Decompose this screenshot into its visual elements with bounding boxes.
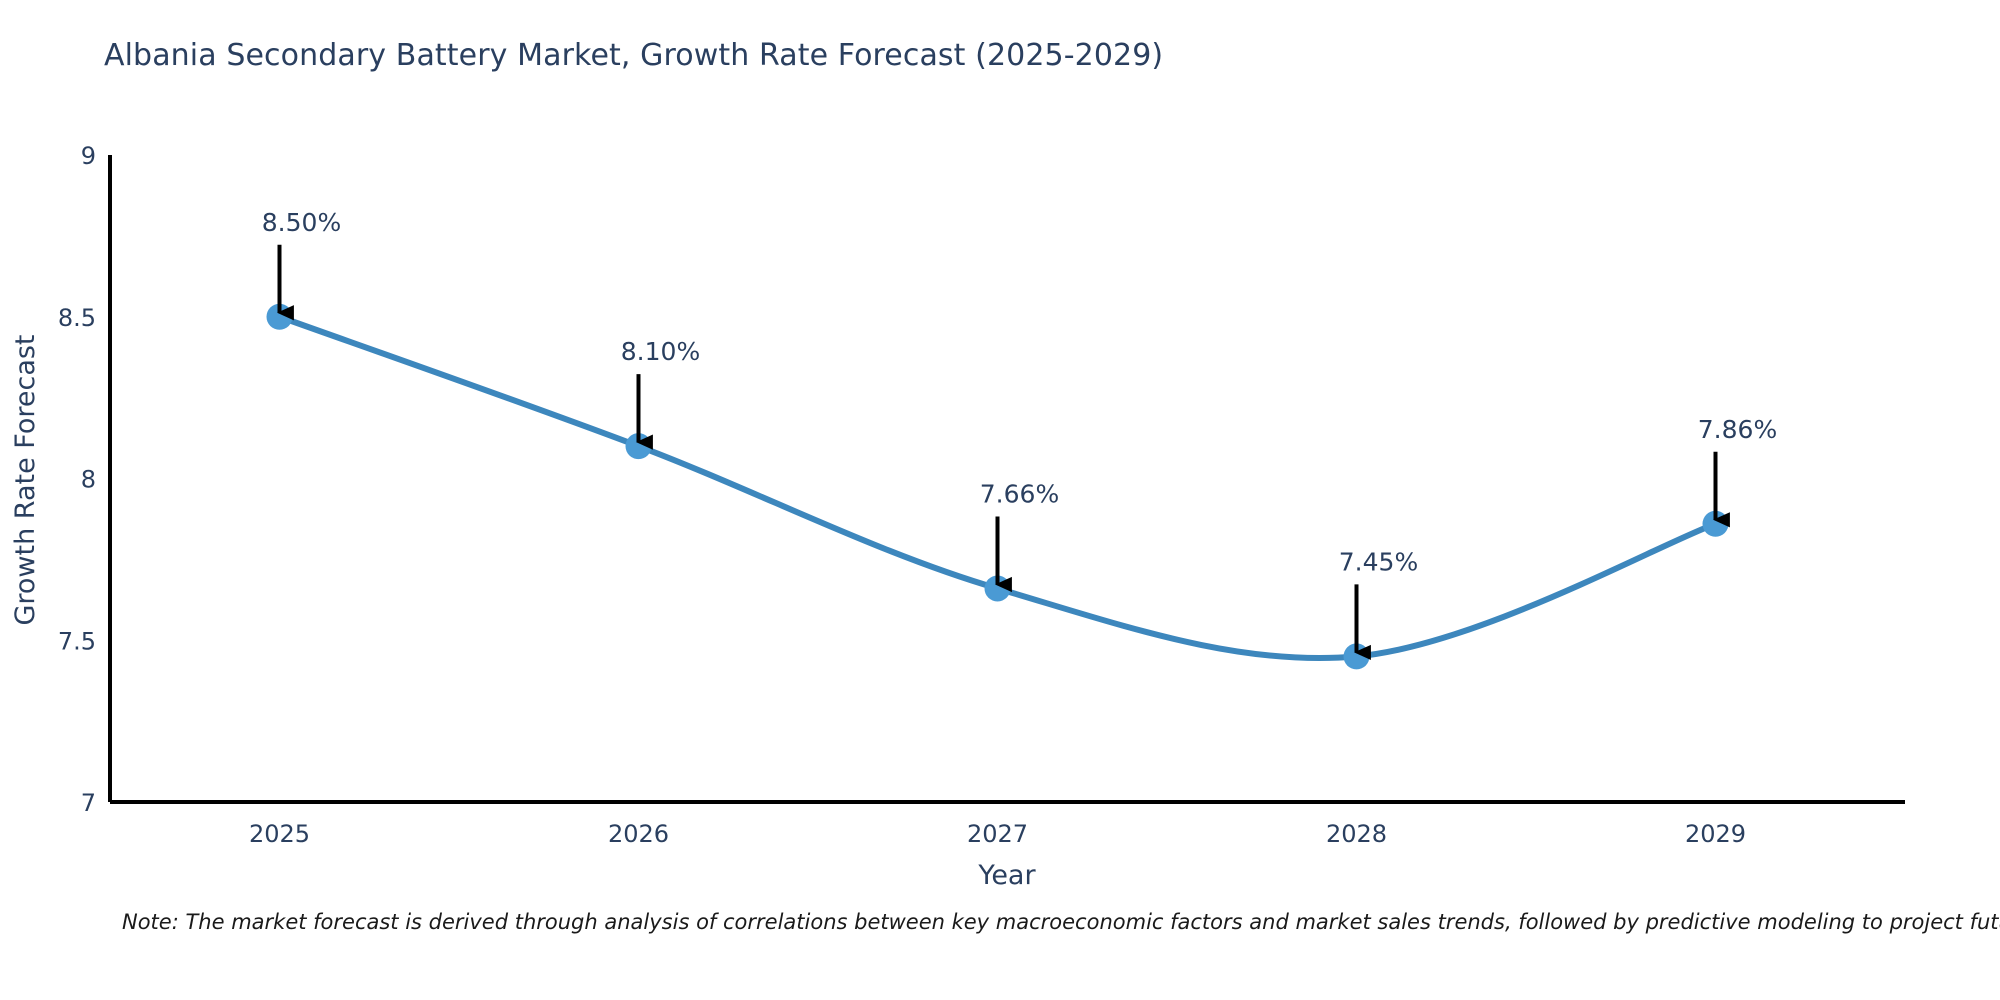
- data-point-label: 8.50%: [262, 208, 341, 237]
- y-tick-label: 9: [81, 142, 96, 170]
- x-tick-label: 2029: [1685, 820, 1746, 848]
- x-axis-title: Year: [977, 860, 1036, 891]
- footnote-text: Note: The market forecast is derived thr…: [122, 910, 2000, 934]
- x-tick-label: 2027: [967, 820, 1028, 848]
- y-tick-label: 8.5: [58, 304, 96, 332]
- y-axis-ticks: 9 8.5 8 7.5 7: [58, 142, 96, 817]
- y-tick-label: 7.5: [58, 627, 96, 655]
- x-tick-label: 2028: [1326, 820, 1387, 848]
- data-point-label: 8.10%: [621, 337, 700, 366]
- y-axis-title: Growth Rate Forecast: [10, 334, 41, 625]
- page-title: Albania Secondary Battery Market, Growth…: [104, 38, 1164, 73]
- data-point-annotations: 8.50% 8.10% 7.66% 7.45% 7.86%: [262, 208, 1777, 661]
- data-point-label: 7.86%: [1698, 415, 1777, 444]
- data-point-label: 7.45%: [1339, 547, 1418, 576]
- y-tick-label: 7: [81, 789, 96, 817]
- x-tick-label: 2025: [249, 820, 310, 848]
- x-axis-ticks: 2025 2026 2027 2028 2029: [249, 820, 1746, 848]
- y-tick-label: 8: [81, 466, 96, 494]
- data-point-label: 7.66%: [980, 479, 1059, 508]
- x-tick-label: 2026: [608, 820, 669, 848]
